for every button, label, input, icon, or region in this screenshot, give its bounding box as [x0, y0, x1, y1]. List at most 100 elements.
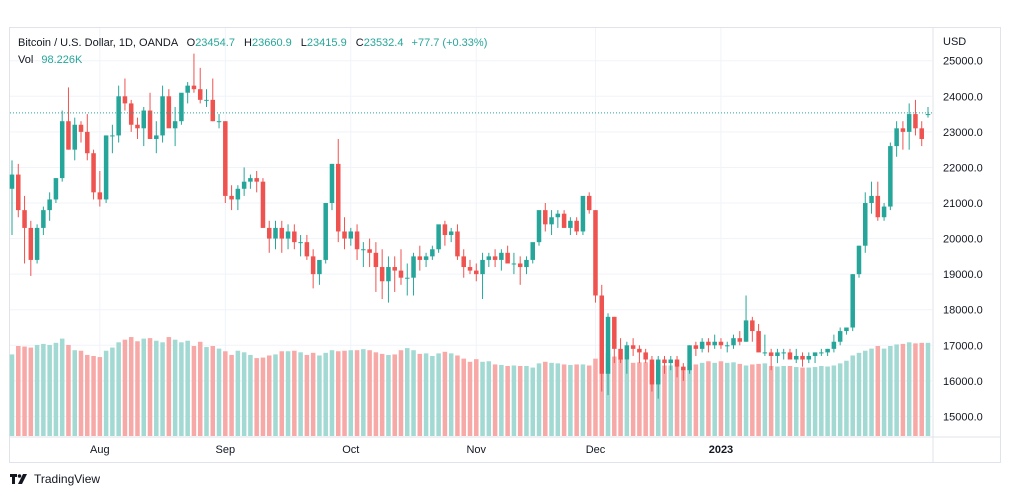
volume-bar — [455, 355, 460, 436]
candle — [812, 352, 818, 364]
candle — [329, 163, 335, 211]
candle — [593, 210, 598, 303]
candle-body — [480, 259, 485, 275]
candle-body — [442, 224, 448, 236]
high-value: 23660.9 — [251, 37, 292, 49]
volume-bar — [335, 351, 341, 436]
candle — [668, 355, 674, 371]
candle — [750, 316, 755, 342]
volume-bar — [22, 346, 27, 436]
volume-bar — [505, 366, 510, 436]
candle-body — [706, 341, 711, 346]
candle-body — [292, 231, 297, 243]
volume-bar — [172, 339, 178, 436]
candle-body — [812, 352, 818, 356]
volume-bar — [781, 366, 786, 436]
time-axis[interactable]: Aug Sep Oct Nov Dec 2023 — [90, 444, 733, 456]
volume-bar — [593, 358, 598, 436]
candle — [185, 82, 190, 104]
volume-bar — [630, 362, 636, 436]
candle — [530, 242, 535, 264]
volume-bar — [693, 364, 699, 436]
volume-bar — [298, 352, 303, 436]
candle-body — [53, 178, 59, 200]
candle-body — [342, 231, 347, 239]
volume-row: Vol 98.226K — [18, 52, 487, 69]
candle — [655, 355, 661, 399]
candle-body — [66, 121, 71, 150]
candle-body — [34, 227, 40, 260]
candle-body — [223, 121, 228, 196]
candle-body — [448, 231, 454, 236]
candle — [354, 224, 360, 260]
price-tick-label: 25000.0 — [943, 56, 983, 68]
candle — [718, 338, 724, 349]
candle-body — [160, 96, 165, 136]
candle — [398, 249, 404, 285]
candle — [925, 106, 931, 118]
candle — [505, 245, 510, 264]
time-tick-label: Oct — [342, 444, 359, 456]
low-label: L — [300, 37, 307, 49]
candle-body — [825, 348, 830, 353]
footer[interactable]: TradingView — [10, 472, 100, 486]
candle-body — [323, 203, 328, 260]
candle-body — [913, 114, 918, 129]
candle-body — [530, 242, 535, 260]
volume-bar — [241, 352, 247, 436]
volume-bar — [304, 354, 310, 436]
price-tick-label: 24000.0 — [943, 91, 983, 103]
candle-body — [875, 195, 881, 218]
volume-label: Vol — [18, 54, 34, 66]
volume-bar — [649, 363, 655, 436]
candle — [392, 256, 397, 292]
volume-bar — [750, 364, 755, 436]
candle-body — [254, 178, 259, 182]
candle — [348, 227, 354, 246]
volume-bar — [624, 359, 630, 436]
candle-body — [888, 146, 893, 207]
volume-bar — [486, 361, 492, 436]
volume-bar — [423, 353, 429, 436]
candle-body — [285, 231, 291, 239]
candle-body — [756, 331, 761, 353]
candle-body — [191, 85, 197, 90]
volume-bar — [141, 338, 147, 436]
price-tick-label: 20000.0 — [943, 234, 983, 246]
candle-body — [103, 135, 109, 200]
candle-body — [172, 121, 178, 129]
volume-bar — [266, 355, 272, 436]
candle-body — [599, 295, 605, 374]
candle-body — [248, 178, 253, 182]
high-label: H — [244, 37, 252, 49]
candle — [317, 259, 322, 285]
candle — [298, 235, 303, 257]
candle — [599, 284, 605, 392]
candle-body — [637, 348, 642, 353]
candle — [517, 256, 523, 285]
candle — [461, 249, 466, 278]
price-axis[interactable]: 25000.0 24000.0 23000.0 22000.0 21000.0 20000… — [943, 56, 983, 424]
volume-bar — [285, 351, 291, 436]
candle — [819, 348, 824, 356]
candle-body — [781, 352, 786, 354]
volume-bar — [405, 348, 410, 436]
candle — [386, 256, 391, 303]
candle-body — [436, 224, 441, 250]
candle — [279, 220, 285, 253]
volume-bar — [91, 356, 96, 436]
candle-body — [731, 338, 736, 346]
candle — [800, 352, 805, 367]
candle — [919, 121, 924, 147]
candle — [480, 252, 485, 300]
volume-bar — [825, 366, 830, 436]
candle-body — [737, 338, 743, 342]
candle — [712, 334, 717, 349]
volume-bar — [793, 367, 799, 436]
candle-body — [517, 263, 523, 268]
volume-bar — [681, 367, 686, 436]
candle-body — [304, 242, 310, 257]
candle — [568, 217, 573, 236]
candle-body — [147, 110, 153, 139]
